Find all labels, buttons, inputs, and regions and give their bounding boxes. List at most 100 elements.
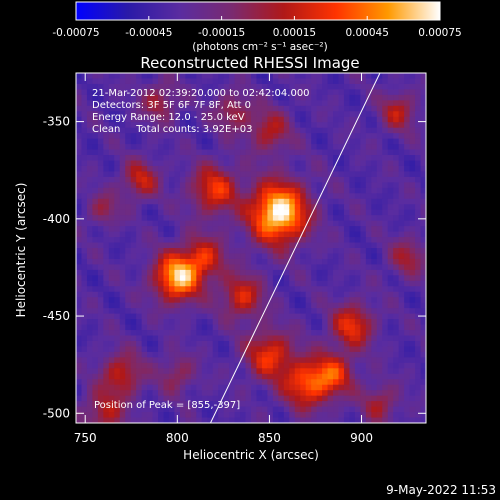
heatmap-cell — [305, 220, 312, 227]
heatmap-cell — [158, 313, 165, 320]
heatmap-cell — [97, 335, 104, 342]
heatmap-cell — [354, 176, 361, 183]
heatmap-cell — [387, 155, 394, 162]
heatmap-cell — [218, 275, 225, 282]
heatmap-cell — [179, 291, 186, 298]
heatmap-cell — [147, 297, 154, 304]
heatmap-cell — [382, 275, 389, 282]
heatmap-cell — [97, 193, 104, 200]
heatmap-cell — [218, 116, 225, 123]
heatmap-cell — [229, 209, 236, 216]
heatmap-cell — [168, 319, 176, 326]
heatmap-cell — [218, 122, 225, 129]
heatmap-cell — [294, 302, 301, 309]
heatmap-cell — [360, 264, 367, 271]
heatmap-cell — [212, 198, 219, 205]
heatmap-cell — [283, 346, 290, 353]
heatmap-cell — [92, 401, 99, 408]
heatmap-cell — [136, 198, 143, 205]
heatmap-cell — [376, 116, 383, 123]
heatmap-cell — [136, 275, 143, 282]
heatmap-cell — [415, 144, 422, 151]
heatmap-cell — [393, 340, 400, 348]
heatmap-cell — [349, 149, 356, 156]
heatmap-cell — [130, 105, 137, 112]
heatmap-cell — [196, 319, 203, 326]
heatmap-cell — [300, 373, 307, 380]
heatmap-cell — [316, 226, 323, 233]
heatmap-cell — [365, 324, 372, 331]
heatmap-cell — [103, 346, 110, 353]
heatmap-cell — [245, 373, 252, 380]
heatmap-cell — [398, 275, 405, 282]
heatmap-cell — [354, 83, 361, 91]
heatmap-cell — [333, 193, 340, 200]
heatmap-cell — [141, 78, 148, 85]
annotation-energy-range: Energy Range: 12.0 - 25.0 keV — [92, 112, 245, 123]
heatmap-cell — [283, 226, 290, 233]
heatmap-cell — [316, 297, 323, 304]
heatmap-cell — [251, 351, 258, 358]
heatmap-cell — [365, 258, 372, 266]
heatmap-cell — [147, 395, 154, 402]
heatmap-cell — [76, 127, 83, 134]
heatmap-cell — [311, 144, 318, 151]
heatmap-cell — [360, 171, 367, 178]
heatmap-cell — [76, 209, 83, 216]
heatmap-cell — [327, 160, 334, 167]
heatmap-cell — [201, 242, 208, 249]
heatmap-cell — [158, 319, 165, 326]
heatmap-cell — [322, 187, 329, 194]
heatmap-cell — [218, 313, 225, 320]
heatmap-cell — [311, 291, 318, 298]
heatmap-cell — [404, 313, 411, 320]
heatmap-cell — [234, 220, 241, 227]
heatmap-cell — [382, 412, 389, 419]
heatmap-cell — [119, 248, 126, 255]
heatmap-cell — [158, 275, 165, 282]
heatmap-cell — [245, 412, 252, 419]
heatmap-cell — [371, 187, 378, 194]
heatmap-cell — [119, 155, 126, 162]
heatmap-cell — [261, 395, 269, 402]
heatmap-cell — [267, 220, 274, 227]
heatmap-cell — [245, 105, 252, 112]
heatmap-cell — [201, 127, 208, 134]
colorbar: -0.00075 -0.00045 -0.00015 0.00015 0.00045 0.… — [52, 1, 462, 53]
heatmap-cell — [141, 291, 148, 298]
heatmap-cell — [338, 176, 345, 183]
heatmap-cell — [103, 176, 110, 183]
heatmap-cell — [349, 362, 356, 369]
heatmap-cell — [158, 291, 165, 298]
heatmap-cell — [114, 116, 121, 123]
heatmap-cell — [387, 340, 394, 348]
heatmap-cell — [316, 204, 323, 211]
heatmap-cell — [97, 362, 104, 369]
heatmap-cell — [81, 149, 88, 156]
heatmap-cell — [223, 209, 230, 216]
heatmap-cell — [343, 324, 351, 331]
heatmap-cell — [103, 198, 110, 205]
heatmap-cell — [179, 384, 186, 391]
heatmap-cell — [125, 226, 132, 233]
heatmap-cell — [267, 116, 274, 123]
heatmap-cell — [92, 182, 99, 189]
heatmap-cell — [289, 351, 296, 358]
heatmap-cell — [387, 160, 394, 167]
heatmap-cell — [354, 319, 361, 326]
heatmap-cell — [190, 165, 197, 173]
heatmap-cell — [158, 340, 165, 348]
heatmap-cell — [76, 237, 83, 244]
heatmap-cell — [420, 94, 426, 101]
heatmap-cell — [190, 302, 197, 309]
heatmap-cell — [256, 351, 263, 358]
heatmap-cell — [76, 286, 83, 293]
heatmap-cell — [322, 155, 329, 162]
heatmap-cell — [119, 242, 126, 249]
heatmap-cell — [141, 182, 148, 189]
heatmap-cell — [322, 220, 329, 227]
heatmap-cell — [141, 133, 148, 140]
heatmap-cell — [349, 209, 356, 216]
heatmap-cell — [218, 133, 225, 140]
heatmap-cell — [119, 412, 126, 419]
